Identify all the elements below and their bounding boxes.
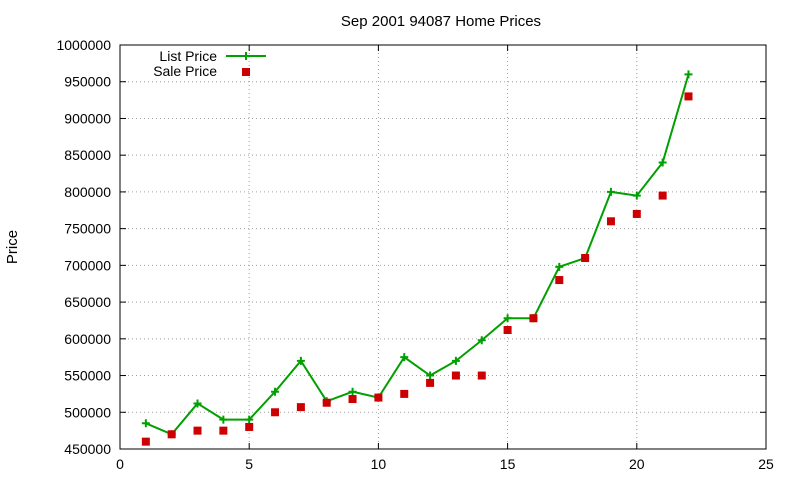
sale-price-point — [271, 408, 280, 417]
list-price-point — [400, 353, 409, 362]
list-price-point — [141, 419, 150, 428]
list-price-point — [606, 187, 615, 196]
sale-price-point — [529, 314, 538, 323]
list-price-point — [193, 399, 202, 408]
y-tick-label: 950000 — [64, 74, 111, 90]
plot-frame — [119, 44, 767, 450]
sale-price-point — [400, 389, 409, 398]
sale-price-point — [374, 393, 383, 402]
list-price-line — [145, 74, 690, 436]
y-axis-label: Price — [4, 230, 21, 264]
y-tick-label: 600000 — [64, 331, 111, 347]
sale-price-point — [193, 426, 202, 435]
sale-price-point — [322, 398, 331, 407]
legend-label-sale-price: Sale Price — [153, 63, 217, 79]
sale-price-point — [167, 430, 176, 439]
list-price-point — [555, 262, 564, 271]
grid-lines — [120, 45, 766, 449]
y-tick-label: 650000 — [64, 294, 111, 310]
tick-labels: 0 5 10 15 20 25 450000 500000 550000 600000 650000… — [56, 37, 774, 472]
y-tick-label: 500000 — [64, 404, 111, 420]
list-price-point — [451, 356, 460, 365]
x-tick-label: 20 — [629, 456, 645, 472]
sale-price-point — [503, 326, 512, 335]
sale-price-point — [141, 437, 150, 446]
legend: List Price Sale Price — [153, 48, 266, 79]
x-tick-label: 5 — [245, 456, 253, 472]
data-series — [141, 70, 693, 446]
list-price-point — [348, 387, 357, 396]
y-tick-label: 450000 — [64, 441, 111, 457]
sale-price-point — [477, 371, 486, 380]
list-price-point — [426, 371, 435, 380]
y-tick-label: 1000000 — [56, 37, 111, 53]
legend-marker-list-price — [242, 52, 250, 60]
list-price-point — [296, 356, 305, 365]
x-tick-label: 25 — [758, 456, 774, 472]
sale-price-point — [426, 378, 435, 387]
list-price-point — [684, 70, 693, 79]
list-price-point — [271, 387, 280, 396]
sale-price-point — [632, 209, 641, 218]
list-price-point — [245, 415, 254, 424]
y-tick-label: 550000 — [64, 368, 111, 384]
legend-marker-sale-price — [242, 68, 250, 76]
chart-title: Sep 2001 94087 Home Prices — [341, 13, 541, 30]
y-tick-label: 900000 — [64, 110, 111, 126]
x-tick-label: 15 — [500, 456, 516, 472]
x-tick-label: 10 — [371, 456, 387, 472]
y-tick-label: 700000 — [64, 257, 111, 273]
sale-price-point — [684, 92, 693, 101]
sale-price-point — [658, 191, 667, 200]
x-tick-label: 0 — [116, 456, 124, 472]
sale-price-point — [555, 276, 564, 285]
y-tick-label: 750000 — [64, 221, 111, 237]
sale-price-point — [581, 254, 590, 263]
sale-price-point — [245, 422, 254, 431]
y-tick-label: 850000 — [64, 147, 111, 163]
list-price-point — [632, 191, 641, 200]
sale-price-point — [219, 426, 228, 435]
sale-price-point — [451, 371, 460, 380]
list-price-point — [477, 336, 486, 345]
y-tick-label: 800000 — [64, 184, 111, 200]
list-price-point — [219, 415, 228, 424]
axis-ticks — [119, 44, 767, 450]
list-price-point — [503, 314, 512, 323]
list-price-point — [658, 158, 667, 167]
sale-price-point — [296, 403, 305, 412]
sale-price-point — [606, 217, 615, 226]
legend-label-list-price: List Price — [159, 48, 217, 64]
sale-price-point — [348, 395, 357, 404]
